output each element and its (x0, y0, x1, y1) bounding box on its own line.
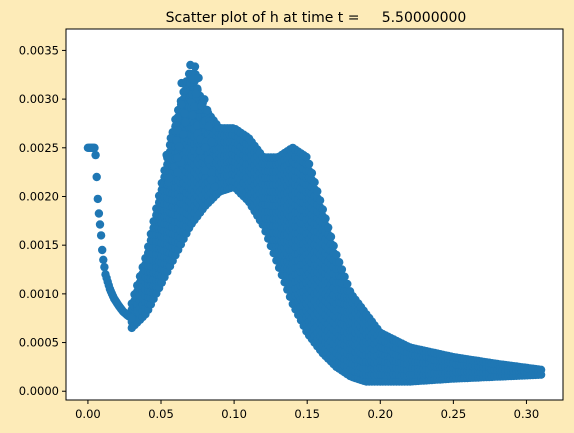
scatter-points (83, 60, 546, 386)
y-tick-label: 0.0010 (19, 287, 59, 301)
data-point (176, 100, 186, 109)
y-tick-label: 0.0005 (19, 336, 59, 350)
data-point (318, 205, 327, 214)
data-point (204, 122, 214, 131)
x-tick-label: 0.15 (294, 407, 320, 421)
data-point (95, 220, 105, 229)
x-tick-label: 0.00 (75, 407, 101, 421)
data-point (91, 150, 100, 160)
data-point (343, 279, 352, 289)
x-tick-label: 0.25 (441, 407, 467, 421)
data-point (332, 250, 341, 260)
x-tick-label: 0.05 (148, 407, 174, 421)
data-point (181, 86, 190, 95)
data-point (188, 110, 197, 120)
data-point (99, 255, 108, 264)
y-tick-label: 0.0030 (19, 92, 59, 106)
data-point (207, 175, 216, 185)
y-tick-label: 0.0035 (19, 43, 59, 57)
y-tick-label: 0.0020 (19, 189, 59, 203)
data-point (307, 168, 317, 178)
data-point (310, 178, 319, 187)
data-point (207, 168, 216, 178)
data-point (302, 152, 311, 162)
data-point (200, 95, 209, 104)
data-point (100, 262, 109, 272)
data-point (200, 143, 210, 152)
chart-title: Scatter plot of h at time t = 5.50000000 (166, 10, 467, 26)
y-tick-label: 0.0000 (19, 384, 59, 398)
data-point (180, 109, 189, 118)
data-point (304, 159, 314, 169)
data-point (191, 89, 201, 99)
x-tick-label: 0.30 (514, 407, 540, 421)
data-point (181, 118, 190, 127)
data-point (94, 209, 104, 218)
data-point (315, 196, 325, 205)
data-point (174, 142, 184, 151)
data-point (200, 166, 210, 175)
data-point (190, 62, 200, 71)
data-point (164, 173, 174, 183)
data-point (194, 73, 203, 83)
y-tick-label: 0.0015 (19, 238, 59, 252)
x-axis: 0.00 0.05 0.10 0.15 0.20 0.25 0.30 (75, 400, 539, 421)
data-point (321, 214, 330, 223)
data-point (173, 168, 182, 177)
data-point (92, 172, 101, 182)
data-point (179, 130, 188, 139)
data-point (207, 137, 216, 147)
data-point (210, 182, 219, 191)
data-point (204, 155, 214, 164)
data-point (337, 265, 347, 274)
plot-frame (65, 28, 564, 401)
data-point (90, 143, 99, 152)
data-point (173, 153, 182, 162)
data-point (329, 241, 338, 250)
x-tick-label: 0.20 (367, 407, 393, 421)
data-point (326, 232, 336, 241)
data-point (127, 314, 136, 323)
y-tick-label: 0.0025 (19, 141, 59, 155)
x-tick-label: 0.10 (221, 407, 247, 421)
data-point (324, 223, 333, 232)
data-point (313, 187, 322, 196)
data-point (189, 102, 199, 112)
data-point (340, 272, 349, 281)
data-point (98, 245, 107, 255)
data-point (536, 365, 546, 374)
data-point (93, 194, 103, 204)
data-point (173, 113, 182, 123)
data-point (203, 105, 212, 115)
data-point (96, 231, 106, 240)
data-point (335, 258, 344, 267)
y-axis: 0.0000 0.0005 0.0010 0.0015 0.0020 0.0025 0.00… (19, 43, 66, 398)
